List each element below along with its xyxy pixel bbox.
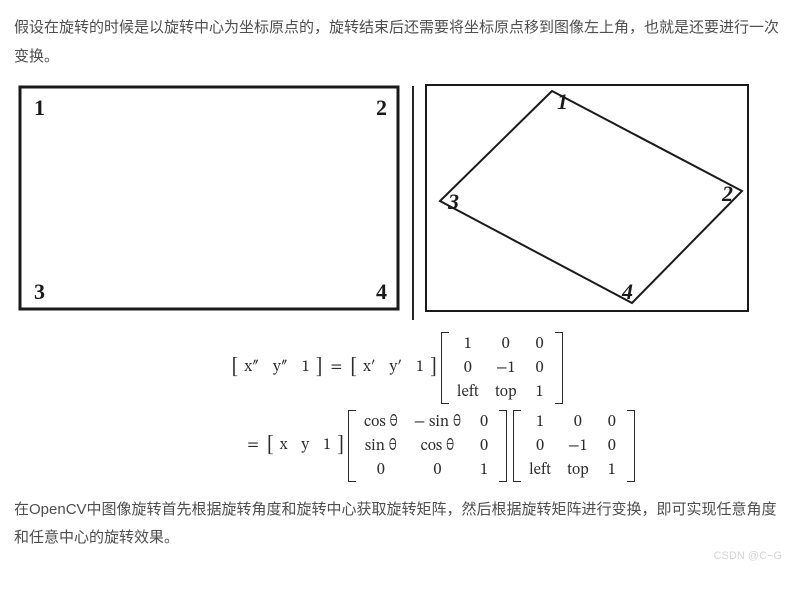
formula-line-1: [x″y″1]=[x′y′1]10left0−1top001 (14, 332, 782, 404)
figure-right: 1 2 4 3 (422, 81, 752, 326)
svg-text:4: 4 (621, 279, 633, 304)
svg-text:2: 2 (721, 181, 733, 206)
intro-paragraph: 假设在旋转的时候是以旋转中心为坐标原点的，旋转结束后还需要将坐标原点移到图像左上… (14, 14, 782, 71)
svg-text:1: 1 (557, 89, 568, 114)
figure-left: 1 2 3 4 (14, 81, 404, 326)
svg-text:3: 3 (34, 279, 45, 304)
svg-text:1: 1 (34, 95, 45, 120)
svg-text:3: 3 (447, 189, 459, 214)
svg-text:2: 2 (376, 95, 387, 120)
figure-separator (412, 86, 414, 320)
figure-row: 1 2 3 4 1 2 4 3 (14, 81, 782, 326)
formula-line-2: =[xy1]cos θsin θ0− sin θcos θ000110left0… (14, 410, 782, 482)
watermark: CSDN @C−G (714, 546, 782, 567)
svg-text:4: 4 (376, 279, 387, 304)
outro-paragraph: 在OpenCV中图像旋转首先根据旋转角度和旋转中心获取旋转矩阵，然后根据旋转矩阵… (14, 496, 782, 553)
formula-block: [x″y″1]=[x′y′1]10left0−1top001 =[xy1]cos… (14, 332, 782, 482)
